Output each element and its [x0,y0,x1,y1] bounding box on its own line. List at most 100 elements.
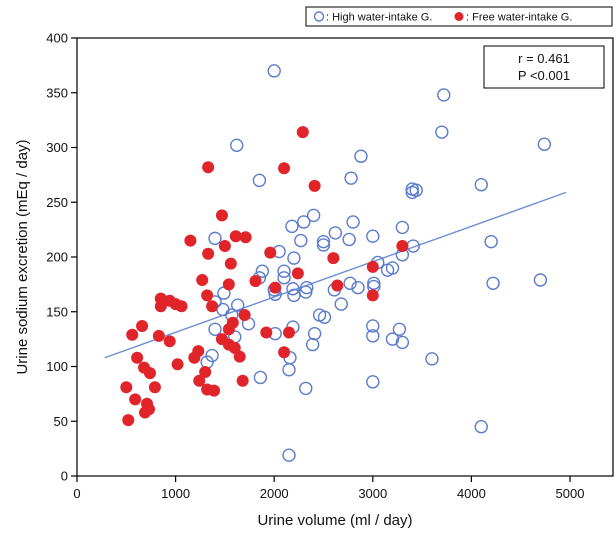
data-point-high [294,233,308,248]
data-point-high [297,215,311,229]
data-point-free [131,351,144,364]
data-point-high [285,219,299,234]
plot-frame [76,37,614,477]
data-point-high [253,370,268,385]
data-point-free [199,365,212,378]
data-point-free [201,289,214,302]
data-point-free [202,247,215,260]
data-point-high [437,88,451,102]
data-point-high [255,264,270,278]
data-point-free [249,275,262,288]
data-point-high [282,363,296,377]
stat-r: r = 0.461 [518,51,570,66]
data-point-high [328,226,343,240]
data-point-free [331,279,344,292]
y-tick-label: 50 [54,414,68,429]
data-point-high [208,322,222,336]
data-point-free [193,374,206,387]
data-point-high [354,149,368,163]
data-point-free [222,278,235,291]
data-point-high [216,302,230,317]
data-point-high [474,420,488,434]
y-tick-label: 300 [46,140,68,155]
data-point-high [306,208,321,223]
y-axis-title: Urine sodium excretion (mEq / day) [14,139,31,374]
data-point-free [308,179,321,192]
x-tick-label: 5000 [556,486,585,501]
regression-line [104,191,567,359]
data-point-high [267,64,281,78]
data-point-free [269,281,282,294]
data-point-high [395,220,410,235]
data-point-free [228,341,241,354]
data-point-free [396,240,409,253]
data-point-free [142,403,155,416]
data-point-free [366,289,379,302]
data-point-high [277,264,291,278]
data-point-free [229,230,242,243]
data-point-free [296,126,309,139]
x-tick-label: 2000 [260,486,289,501]
data-point-high [474,178,488,192]
data-point-high [231,298,245,312]
y-tick-label: 150 [46,304,68,319]
data-point-high [366,375,380,389]
data-point-high [300,280,314,295]
data-point-free [278,346,291,359]
data-point-free [154,300,167,313]
x-tick-label: 3000 [358,486,387,501]
x-tick-label: 1000 [161,486,190,501]
data-point-high [533,273,548,287]
data-point-free [260,326,273,339]
y-tick-label: 0 [61,469,68,484]
data-point-free [264,246,277,259]
regression [104,191,567,359]
data-point-high [537,137,552,151]
data-point-free [148,381,161,394]
data-point-high [317,310,332,324]
data-point-free [238,309,251,322]
data-point-free [236,374,249,387]
data-point-free [122,414,135,427]
data-point-high [366,329,380,343]
data-point-free [129,393,142,406]
data-point-high [484,234,498,249]
data-point-high [208,231,222,246]
data-point-free [152,329,165,342]
data-point-high [346,215,360,229]
data-point-high [395,335,410,350]
legend: : High water-intake G. : Free water-inta… [305,6,613,27]
legend-marker-high [313,11,325,22]
data-point-free [136,319,149,332]
x-tick-label: 4000 [457,486,486,501]
data-point-high [486,276,500,290]
data-point-high [366,319,380,333]
data-point-high [343,276,357,290]
data-point-high [344,171,358,185]
data-point-free [222,323,235,336]
data-point-free [120,381,133,394]
series-free-water-intake [120,126,409,427]
data-points [120,64,552,462]
data-point-free [206,300,219,313]
data-point-high [305,337,320,352]
data-point-high [230,138,244,153]
data-point-high [405,185,419,200]
data-point-free [218,240,231,253]
data-point-high [385,261,400,275]
data-point-free [175,300,188,313]
x-tick-label: 0 [73,486,80,501]
data-point-free [143,367,156,380]
legend-label-high: : High water-intake G. [326,12,432,24]
axes: 0 1000 2000 3000 4000 5000 0 50 100 150 200 250 300 3… [46,31,584,502]
data-point-high [286,282,300,296]
data-point-high [252,173,267,188]
data-point-free [171,358,184,371]
data-point-free [239,231,252,244]
data-point-free [327,252,340,265]
data-point-high [351,280,365,295]
data-point-high [392,322,407,336]
data-point-free [278,162,291,175]
y-tick-label: 100 [46,359,68,374]
